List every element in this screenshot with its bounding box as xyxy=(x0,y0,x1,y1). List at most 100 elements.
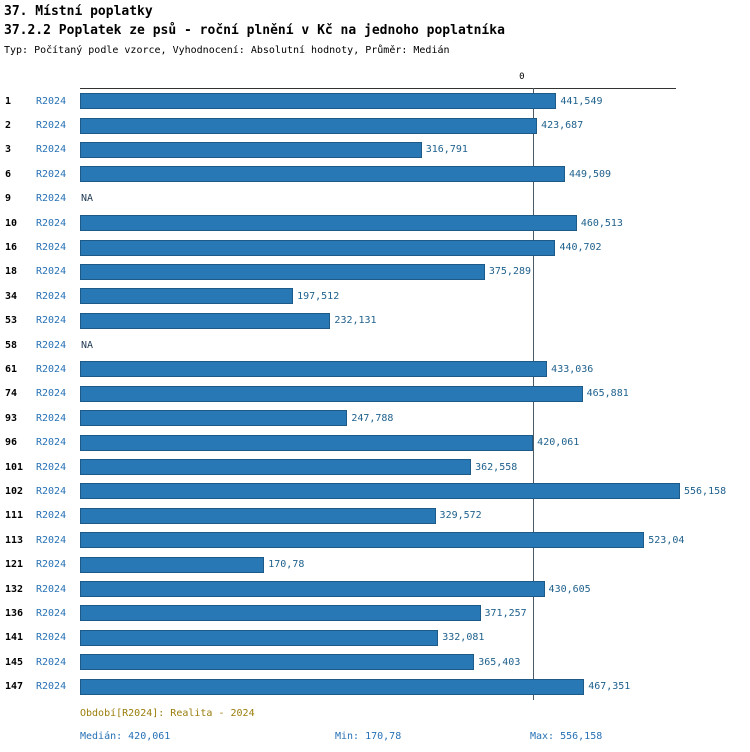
value-bar[interactable] xyxy=(80,556,265,573)
row-period-label: R2024 xyxy=(36,144,67,156)
bar-value-label: 449,509 xyxy=(568,168,612,180)
value-bar[interactable] xyxy=(80,166,565,183)
value-bar[interactable] xyxy=(80,312,331,329)
value-bar[interactable] xyxy=(80,410,348,427)
row-period-label: R2024 xyxy=(36,266,67,278)
chart-row: 113 R2024 523,04 xyxy=(0,528,750,552)
row-period-label: R2024 xyxy=(36,485,67,497)
value-bar[interactable] xyxy=(80,654,475,671)
bar-value-label: 523,04 xyxy=(648,534,685,546)
row-period-label: R2024 xyxy=(36,559,67,571)
row-id-label: 111 xyxy=(5,510,24,522)
row-period-label: R2024 xyxy=(36,339,67,351)
row-id-label: 2 xyxy=(5,120,12,132)
value-bar[interactable] xyxy=(80,93,557,110)
bar-area: 423,687 xyxy=(80,113,680,137)
bar-value-label: 465,881 xyxy=(586,388,629,400)
value-bar[interactable] xyxy=(80,678,585,695)
bar-value-label: 433,036 xyxy=(551,363,594,375)
row-id-label: 53 xyxy=(5,315,18,327)
bar-value-label: 371,257 xyxy=(484,607,527,619)
value-bar[interactable] xyxy=(80,361,548,378)
bar-area: 329,572 xyxy=(80,504,680,528)
median-stat: Medián: 420,061 xyxy=(80,731,171,742)
bar-value-label: 556,158 xyxy=(684,485,727,497)
value-bar[interactable] xyxy=(80,434,534,451)
bar-value-label: 329,572 xyxy=(439,510,482,522)
value-bar[interactable] xyxy=(80,141,422,158)
bar-value-label: 460,513 xyxy=(580,217,623,229)
row-period-label: R2024 xyxy=(36,363,67,375)
row-period-label: R2024 xyxy=(36,681,67,693)
value-bar[interactable] xyxy=(80,263,485,280)
row-id-label: 102 xyxy=(5,485,24,497)
value-bar[interactable] xyxy=(80,459,472,476)
value-bar[interactable] xyxy=(80,215,577,232)
chart-row: 145 R2024 365,403 xyxy=(0,650,750,674)
chart-row: 101 R2024 362,558 xyxy=(0,455,750,479)
bar-area: 371,257 xyxy=(80,601,680,625)
na-label: NA xyxy=(81,339,94,351)
bar-area: 460,513 xyxy=(80,211,680,235)
row-id-label: 93 xyxy=(5,412,18,424)
row-id-label: 10 xyxy=(5,217,18,229)
row-period-label: R2024 xyxy=(36,632,67,644)
bar-value-label: 440,702 xyxy=(559,242,602,254)
chart-row: 16 R2024 440,702 xyxy=(0,235,750,259)
bar-area: 523,04 xyxy=(80,528,684,552)
bar-area: 433,036 xyxy=(80,357,680,381)
row-id-label: 147 xyxy=(5,681,24,693)
row-id-label: 132 xyxy=(5,583,24,595)
chart-row: 136 R2024 371,257 xyxy=(0,601,750,625)
axis-top-line xyxy=(80,88,676,89)
row-id-label: 18 xyxy=(5,266,18,278)
value-bar[interactable] xyxy=(80,239,556,256)
bar-value-label: 375,289 xyxy=(488,266,532,278)
chart-row: 147 R2024 467,351 xyxy=(0,674,750,698)
bar-area: 365,403 xyxy=(80,650,680,674)
bar-area: 420,061 xyxy=(80,430,680,454)
row-id-label: 16 xyxy=(5,242,18,254)
row-period-label: R2024 xyxy=(36,583,67,595)
value-bar[interactable] xyxy=(80,288,294,305)
value-bar[interactable] xyxy=(80,581,545,597)
row-id-label: 34 xyxy=(5,290,18,302)
row-id-label: 101 xyxy=(5,461,24,473)
value-bar[interactable] xyxy=(80,483,680,500)
value-bar[interactable] xyxy=(80,385,583,402)
min-stat: Min: 170,78 xyxy=(335,731,402,742)
row-period-label: R2024 xyxy=(36,534,67,546)
row-period-label: R2024 xyxy=(36,193,67,205)
bar-value-label: 316,791 xyxy=(425,144,468,156)
na-label: NA xyxy=(81,193,94,205)
value-bar[interactable] xyxy=(80,507,436,524)
chart-row: 121 R2024 170,78 xyxy=(0,552,750,576)
bar-area: NA xyxy=(80,333,680,357)
row-period-label: R2024 xyxy=(36,168,67,180)
chart-row: 96 R2024 420,061 xyxy=(0,430,750,454)
row-id-label: 6 xyxy=(5,168,12,180)
bar-area: 440,702 xyxy=(80,235,680,259)
row-id-label: 1 xyxy=(5,95,12,107)
row-period-label: R2024 xyxy=(36,388,67,400)
value-bar[interactable] xyxy=(80,532,645,549)
bar-value-label: 332,081 xyxy=(442,632,485,644)
bar-area: 197,512 xyxy=(80,284,680,308)
chart-row: 18 R2024 375,289 xyxy=(0,260,750,284)
row-period-label: R2024 xyxy=(36,607,67,619)
value-bar[interactable] xyxy=(80,629,439,646)
bar-value-label: 232,131 xyxy=(334,315,377,327)
row-id-label: 121 xyxy=(5,559,24,571)
bar-area: 465,881 xyxy=(80,382,680,406)
row-period-label: R2024 xyxy=(36,315,67,327)
value-bar[interactable] xyxy=(80,117,538,134)
bar-area: 170,78 xyxy=(80,552,680,576)
value-bar[interactable] xyxy=(80,605,481,622)
chart-row: 58 R2024 NA xyxy=(0,333,750,357)
report-title: 37. Místní poplatky xyxy=(4,4,153,19)
row-period-label: R2024 xyxy=(36,217,67,229)
row-id-label: 74 xyxy=(5,388,18,400)
chart-row: 9 R2024 NA xyxy=(0,187,750,211)
row-period-label: R2024 xyxy=(36,461,67,473)
bar-area: NA xyxy=(80,187,680,211)
